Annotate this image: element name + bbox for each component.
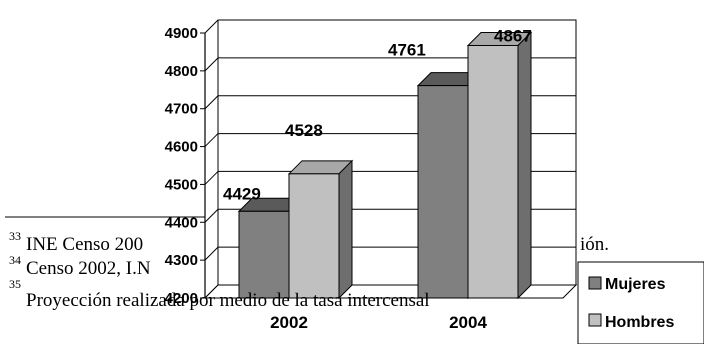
y-tick-label: 4300 bbox=[165, 252, 198, 269]
y-tick-label: 4500 bbox=[165, 176, 198, 193]
bar-side-hombres bbox=[517, 31, 532, 300]
footnote-34-text: Censo 2002, I.N bbox=[26, 258, 151, 279]
data-label-mujeres: 4761 bbox=[388, 41, 426, 60]
bar-side-hombres bbox=[338, 159, 353, 300]
footnote-34-number: 34 bbox=[9, 253, 21, 267]
gridline-side bbox=[204, 57, 219, 72]
legend-swatch-hombres bbox=[588, 313, 602, 327]
legend-box bbox=[577, 261, 704, 344]
y-tick-label: 4700 bbox=[165, 101, 198, 118]
data-labels: 4429 4528 4761 4867 bbox=[223, 26, 532, 203]
data-label-mujeres: 4429 bbox=[223, 184, 261, 203]
gridline-side bbox=[204, 133, 219, 147]
bars bbox=[237, 31, 533, 300]
legend: Mujeres Hombres bbox=[577, 261, 704, 344]
gridline-side bbox=[204, 95, 219, 110]
footnote-33-number: 33 bbox=[9, 229, 21, 243]
y-tick-labels: 4200 4300 4400 4500 4600 4700 4800 4900 bbox=[165, 25, 198, 307]
bar-mujeres bbox=[238, 210, 290, 299]
gridline-side bbox=[204, 171, 219, 185]
category-label: 2002 bbox=[270, 313, 308, 332]
legend-label-hombres: Hombres bbox=[605, 314, 674, 331]
footnote-33-text: INE Censo 200 bbox=[26, 234, 143, 255]
data-label-hombres: 4528 bbox=[285, 121, 323, 140]
y-tick-label: 4600 bbox=[165, 139, 198, 156]
footnote-35-text: Proyección realizada por medio de la tas… bbox=[26, 290, 430, 311]
legend-swatch-mujeres bbox=[588, 276, 602, 290]
bar-hombres bbox=[288, 173, 340, 299]
gridline-side bbox=[204, 208, 219, 223]
y-tick-label: 4800 bbox=[165, 63, 198, 80]
category-label: 2004 bbox=[449, 313, 487, 332]
y-tick-label: 4900 bbox=[165, 25, 198, 42]
y-tick-label: 4400 bbox=[165, 214, 198, 231]
legend-label-mujeres: Mujeres bbox=[605, 276, 666, 293]
gridline-side bbox=[204, 246, 219, 261]
bar-mujeres bbox=[417, 85, 469, 299]
y-tick-label: 4200 bbox=[165, 290, 198, 307]
data-label-hombres: 4867 bbox=[494, 26, 532, 45]
footnote-33-fragment: ión. bbox=[580, 234, 609, 255]
gridline-side bbox=[204, 19, 219, 34]
category-labels: 2002 2004 bbox=[270, 313, 487, 332]
bar-hombres bbox=[467, 44, 519, 299]
footnote-35-number: 35 bbox=[9, 277, 21, 291]
footnotes: 33 INE Censo 200 ión. 34 Censo 2002, I.N… bbox=[5, 216, 609, 311]
